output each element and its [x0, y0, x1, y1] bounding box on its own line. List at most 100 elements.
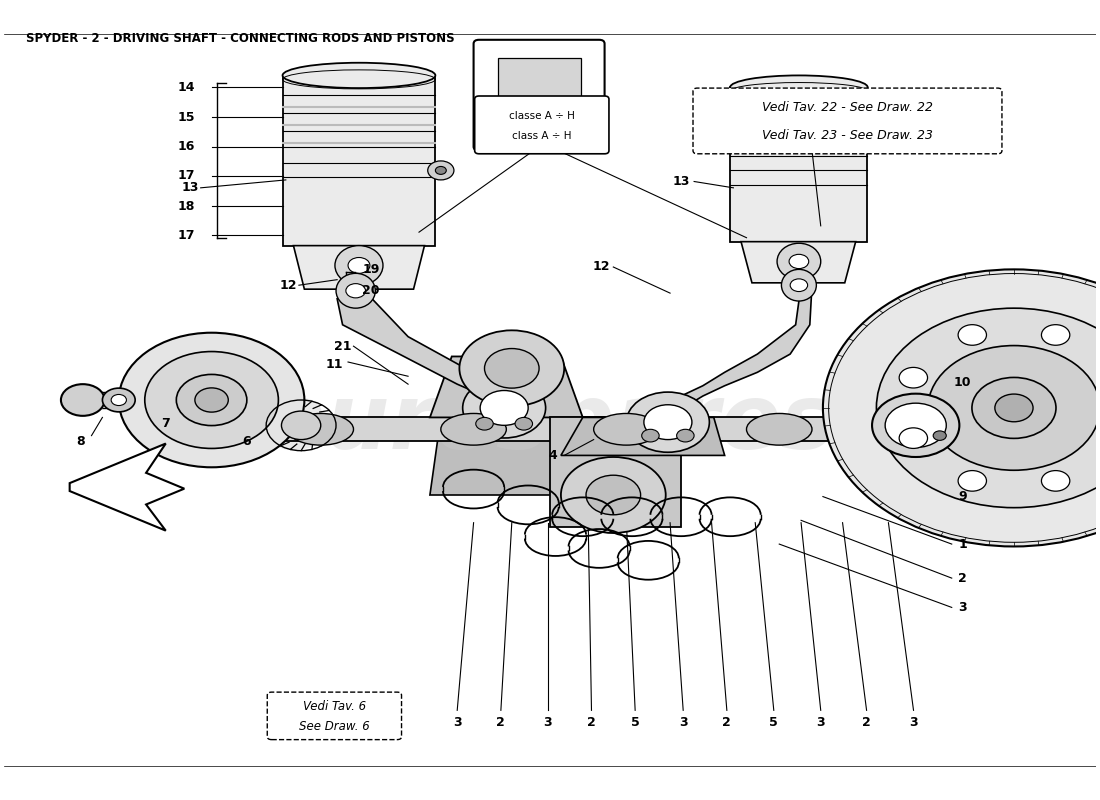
Circle shape: [463, 378, 546, 438]
Text: 8: 8: [76, 434, 85, 448]
Text: 12: 12: [279, 278, 297, 292]
Text: 6: 6: [242, 434, 251, 448]
Circle shape: [823, 270, 1100, 546]
Polygon shape: [504, 107, 574, 131]
Circle shape: [972, 378, 1056, 438]
Text: Vedi Tav. 22 - See Draw. 22: Vedi Tav. 22 - See Draw. 22: [762, 102, 933, 114]
Polygon shape: [69, 443, 185, 530]
Ellipse shape: [336, 274, 375, 308]
Circle shape: [790, 279, 807, 291]
Circle shape: [515, 418, 532, 430]
Circle shape: [928, 346, 1100, 470]
Circle shape: [111, 394, 126, 406]
Circle shape: [436, 166, 447, 174]
Circle shape: [484, 349, 539, 388]
Text: classe A ÷ H: classe A ÷ H: [509, 110, 574, 121]
Circle shape: [119, 333, 305, 467]
Circle shape: [789, 254, 808, 269]
Ellipse shape: [283, 62, 436, 88]
Circle shape: [958, 470, 987, 491]
Text: 14: 14: [178, 81, 195, 94]
Text: 3: 3: [453, 717, 462, 730]
Circle shape: [899, 428, 927, 449]
Circle shape: [345, 284, 365, 298]
Ellipse shape: [747, 414, 812, 445]
Text: Vedi Tav. 23 - See Draw. 23: Vedi Tav. 23 - See Draw. 23: [762, 130, 933, 142]
Circle shape: [641, 430, 659, 442]
Polygon shape: [337, 290, 504, 408]
FancyBboxPatch shape: [693, 88, 1002, 154]
Circle shape: [428, 161, 454, 180]
Text: 3: 3: [543, 717, 552, 730]
Text: Vedi Tav. 6: Vedi Tav. 6: [302, 700, 366, 714]
FancyBboxPatch shape: [267, 692, 402, 740]
Circle shape: [958, 325, 987, 346]
Polygon shape: [430, 418, 583, 495]
Polygon shape: [244, 418, 900, 441]
FancyBboxPatch shape: [475, 96, 609, 154]
Text: eurospares: eurospares: [265, 380, 835, 468]
Text: 17: 17: [178, 170, 195, 182]
Ellipse shape: [288, 414, 353, 445]
Text: 4: 4: [549, 449, 558, 462]
Circle shape: [102, 388, 135, 412]
Text: 1: 1: [958, 538, 967, 550]
Text: 5: 5: [769, 717, 778, 730]
Text: 11: 11: [326, 358, 342, 371]
Circle shape: [872, 394, 959, 457]
Text: 13: 13: [672, 175, 690, 188]
Text: 15: 15: [178, 111, 195, 124]
Text: 2: 2: [958, 572, 967, 585]
Text: 2: 2: [587, 717, 596, 730]
Text: 19: 19: [362, 263, 380, 276]
Text: 5: 5: [630, 717, 639, 730]
Circle shape: [886, 403, 946, 447]
Text: 3: 3: [910, 717, 917, 730]
Circle shape: [933, 431, 946, 440]
Circle shape: [282, 411, 321, 439]
Circle shape: [460, 330, 564, 406]
Text: 3: 3: [958, 601, 967, 614]
Text: 10: 10: [954, 376, 971, 389]
Polygon shape: [550, 418, 681, 526]
Ellipse shape: [594, 414, 659, 445]
Circle shape: [561, 457, 666, 533]
Circle shape: [994, 394, 1033, 422]
Text: 12: 12: [593, 261, 611, 274]
Polygon shape: [730, 87, 867, 242]
Polygon shape: [497, 58, 581, 107]
Text: SPYDER - 2 - DRIVING SHAFT - CONNECTING RODS AND PISTONS: SPYDER - 2 - DRIVING SHAFT - CONNECTING …: [26, 32, 454, 45]
Text: 3: 3: [679, 717, 688, 730]
Polygon shape: [294, 246, 425, 289]
Circle shape: [476, 418, 493, 430]
Text: See Draw. 6: See Draw. 6: [299, 720, 370, 733]
Ellipse shape: [497, 50, 581, 66]
Text: 2: 2: [723, 717, 732, 730]
Circle shape: [195, 388, 229, 412]
Ellipse shape: [441, 414, 506, 445]
Circle shape: [899, 367, 927, 388]
Circle shape: [586, 475, 640, 514]
Circle shape: [60, 384, 104, 416]
Polygon shape: [667, 286, 812, 422]
Circle shape: [1042, 470, 1070, 491]
FancyBboxPatch shape: [474, 40, 605, 150]
Polygon shape: [561, 418, 725, 455]
Text: 3: 3: [816, 717, 825, 730]
Text: 17: 17: [178, 229, 195, 242]
Circle shape: [480, 390, 528, 426]
Circle shape: [176, 374, 246, 426]
Polygon shape: [430, 357, 583, 418]
Circle shape: [644, 405, 692, 439]
Circle shape: [877, 308, 1100, 508]
Ellipse shape: [781, 270, 816, 301]
Ellipse shape: [730, 75, 868, 99]
Circle shape: [348, 258, 370, 274]
Text: 20: 20: [362, 284, 380, 298]
Text: class A ÷ H: class A ÷ H: [513, 131, 572, 142]
Text: 13: 13: [182, 182, 198, 194]
Text: 16: 16: [178, 140, 195, 153]
Polygon shape: [741, 242, 856, 283]
Circle shape: [676, 430, 694, 442]
Text: 18: 18: [178, 199, 195, 213]
